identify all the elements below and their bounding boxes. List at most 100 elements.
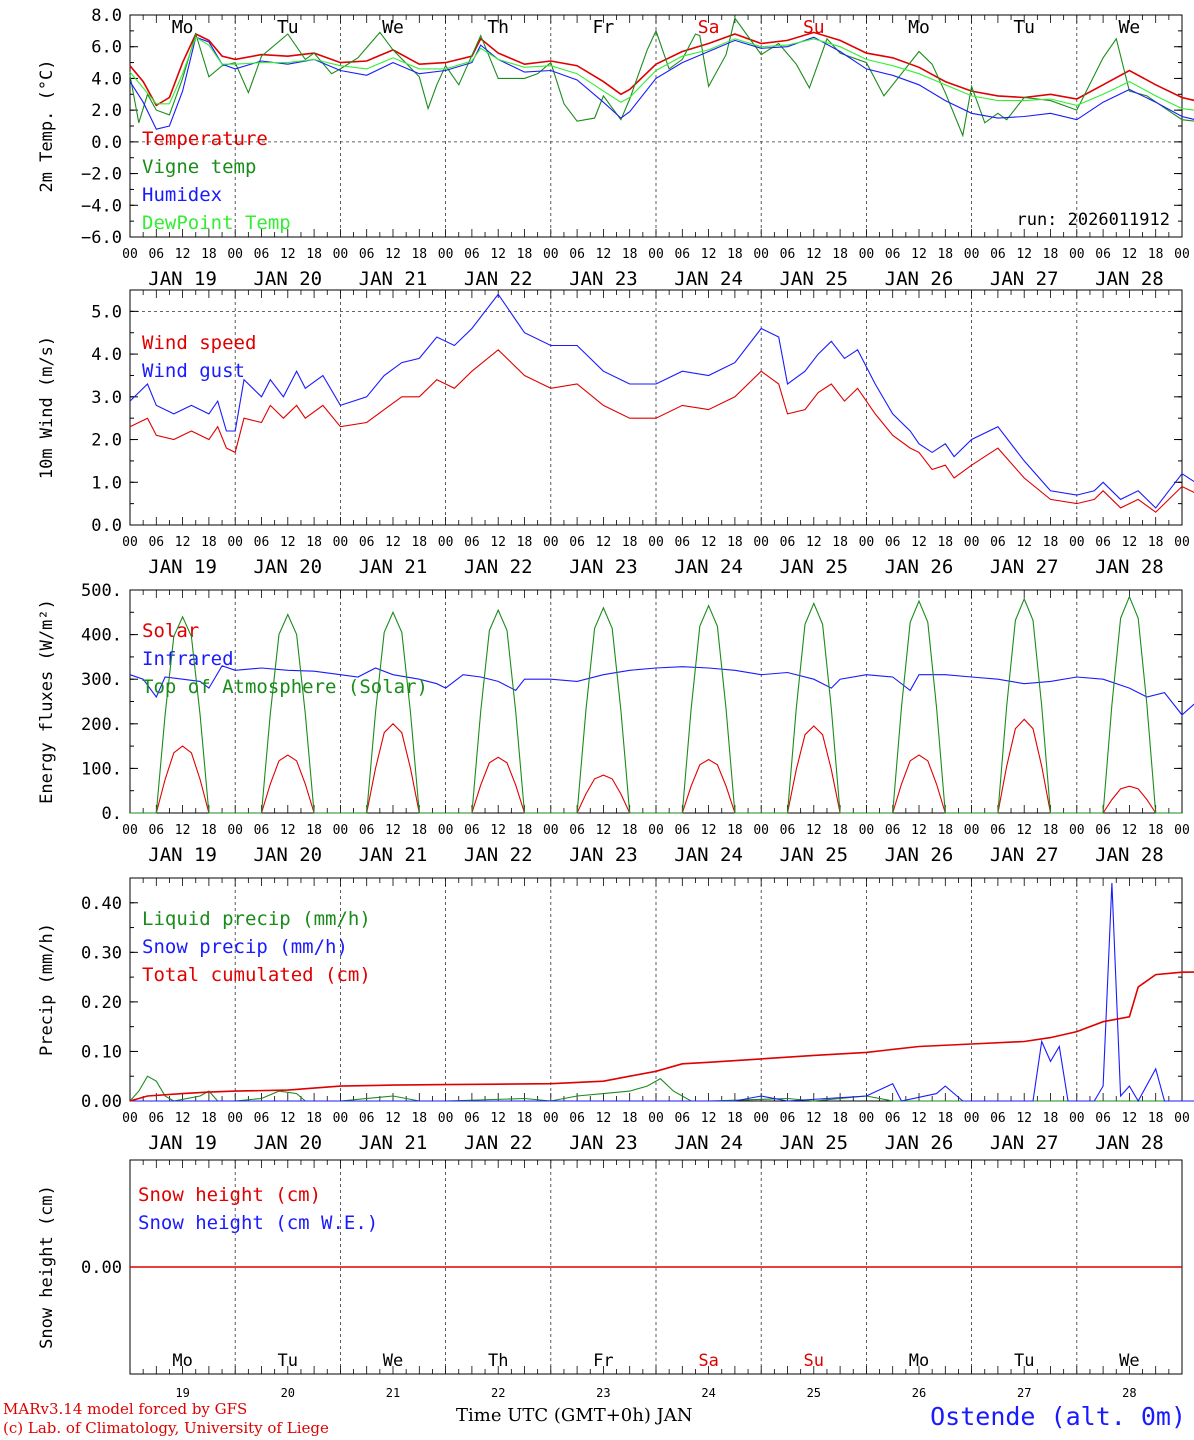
weekday-label: Sa: [698, 17, 720, 38]
weekday-label: We: [383, 1351, 403, 1371]
legend-entry: Solar: [142, 620, 199, 642]
hour-tick-label: 06: [990, 1111, 1006, 1126]
hour-tick-label: 06: [464, 535, 480, 550]
hour-tick-label: 12: [1122, 1111, 1138, 1126]
x-axis-title: Time UTC (GMT+0h) JAN: [456, 1405, 693, 1426]
y-tick-label: 400.: [81, 626, 122, 646]
legend-entry: Wind gust: [142, 360, 245, 382]
hour-tick-label: 18: [622, 1111, 638, 1126]
y-tick-label: −4.0: [81, 196, 122, 216]
hour-tick-label: 06: [254, 823, 270, 838]
y-tick-label: 0.20: [81, 993, 122, 1013]
day-number-label: 24: [701, 1386, 715, 1400]
hour-tick-label: 12: [806, 247, 822, 262]
hour-tick-label: 12: [1016, 823, 1032, 838]
weekday-label: Fr: [593, 1351, 613, 1371]
legend-entry: Snow precip (mm/h): [142, 936, 348, 958]
hour-tick-label: 06: [359, 247, 375, 262]
legend-entry: Infrared: [142, 648, 234, 670]
hour-tick-label: 18: [622, 247, 638, 262]
hour-tick-label: 12: [175, 1111, 191, 1126]
hour-tick-label: 18: [727, 247, 743, 262]
hour-tick-label: 00: [859, 247, 875, 262]
weekday-label: Mo: [908, 17, 930, 38]
hour-tick-label: 06: [885, 535, 901, 550]
y-tick-label: 0.00: [81, 1258, 122, 1278]
hour-tick-label: 18: [1148, 535, 1164, 550]
date-label: JAN 21: [359, 1132, 428, 1154]
y-axis-label: Precip (mm/h): [37, 923, 57, 1056]
y-tick-label: 5.0: [91, 302, 122, 322]
date-label: JAN 24: [674, 1132, 743, 1154]
hour-tick-label: 12: [596, 1111, 612, 1126]
hour-tick-label: 06: [569, 823, 585, 838]
hour-tick-label: 18: [1043, 535, 1059, 550]
weekday-label: Tu: [1013, 17, 1035, 38]
y-tick-label: 200.: [81, 715, 122, 735]
hour-tick-label: 00: [333, 823, 349, 838]
series-line-wind-0: [129, 349, 1194, 513]
date-label: JAN 19: [148, 268, 217, 290]
hour-tick-label: 06: [990, 535, 1006, 550]
hour-tick-label: 12: [175, 535, 191, 550]
hour-tick-label: 06: [254, 1111, 270, 1126]
day-number-label: 19: [175, 1386, 189, 1400]
hour-tick-label: 00: [859, 823, 875, 838]
hour-tick-label: 18: [201, 823, 217, 838]
hour-tick-label: 06: [674, 247, 690, 262]
legend-entry: Temperature: [142, 128, 268, 150]
day-number-label: 27: [1017, 1386, 1031, 1400]
hour-tick-label: 18: [411, 535, 427, 550]
hour-tick-label: 00: [648, 1111, 664, 1126]
date-label: JAN 24: [674, 268, 743, 290]
date-label: JAN 22: [464, 844, 533, 866]
hour-tick-label: 00: [1174, 535, 1190, 550]
hour-tick-label: 00: [1174, 247, 1190, 262]
date-label: JAN 19: [148, 1132, 217, 1154]
hour-tick-label: 06: [885, 247, 901, 262]
hour-tick-label: 00: [1174, 823, 1190, 838]
hour-tick-label: 00: [964, 1111, 980, 1126]
hour-tick-label: 18: [1148, 1111, 1164, 1126]
legend-entry: DewPoint Temp: [142, 212, 291, 234]
hour-tick-label: 06: [359, 535, 375, 550]
y-tick-label: 300.: [81, 670, 122, 690]
date-label: JAN 23: [569, 1132, 638, 1154]
hour-tick-label: 06: [148, 1111, 164, 1126]
series-line-energy-1: [129, 665, 1194, 716]
date-label: JAN 25: [779, 844, 848, 866]
weekday-label: Mo: [172, 17, 194, 38]
weekday-label: We: [1119, 1351, 1139, 1371]
y-axis-label: 10m Wind (m/s): [37, 336, 57, 479]
date-label: JAN 23: [569, 844, 638, 866]
hour-tick-label: 06: [885, 1111, 901, 1126]
date-label: JAN 27: [990, 1132, 1059, 1154]
hour-tick-label: 18: [727, 535, 743, 550]
day-number-label: 20: [281, 1386, 295, 1400]
y-tick-label: 0.30: [81, 943, 122, 963]
weekday-label: Su: [803, 17, 825, 38]
hour-tick-label: 12: [701, 247, 717, 262]
legend-entry: Snow height (cm): [138, 1184, 321, 1206]
hour-tick-label: 12: [911, 823, 927, 838]
weekday-label: Mo: [172, 1351, 192, 1371]
y-tick-label: −2.0: [81, 165, 122, 185]
hour-tick-label: 00: [648, 535, 664, 550]
y-tick-label: −6.0: [81, 228, 122, 248]
y-tick-label: 3.0: [91, 388, 122, 408]
hour-tick-label: 00: [543, 535, 559, 550]
day-number-label: 26: [912, 1386, 926, 1400]
hour-tick-label: 18: [411, 1111, 427, 1126]
hour-tick-label: 06: [780, 535, 796, 550]
series-line-temperature-3: [129, 36, 1194, 111]
hour-tick-label: 12: [1016, 247, 1032, 262]
weekday-label: Mo: [909, 1351, 929, 1371]
hour-tick-label: 18: [937, 535, 953, 550]
hour-tick-label: 06: [569, 1111, 585, 1126]
hour-tick-label: 18: [937, 823, 953, 838]
hour-tick-label: 00: [333, 1111, 349, 1126]
date-label: JAN 26: [885, 268, 954, 290]
hour-tick-label: 18: [1148, 823, 1164, 838]
hour-tick-label: 18: [201, 1111, 217, 1126]
